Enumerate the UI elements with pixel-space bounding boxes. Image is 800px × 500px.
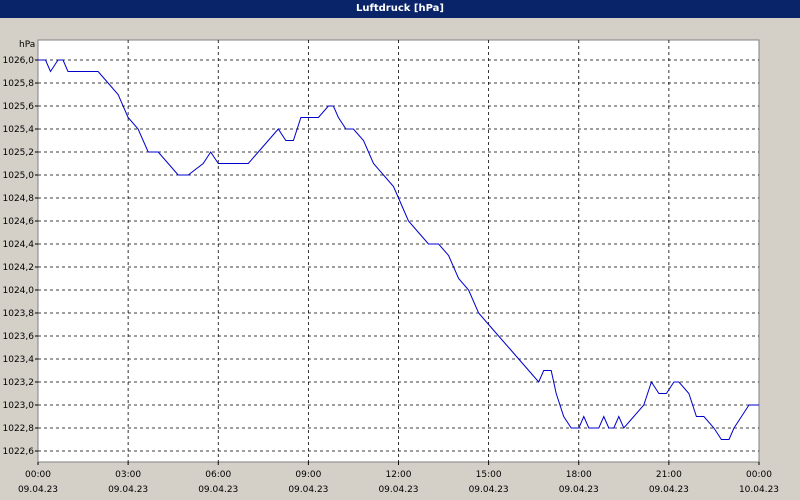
y-tick-label: 1025,2 xyxy=(3,148,35,158)
y-tick-label: 1023,4 xyxy=(3,355,35,365)
x-tick-date-label: 10.04.23 xyxy=(739,485,779,495)
x-tick-time-label: 00:00 xyxy=(25,470,51,480)
y-tick-label: 1026,0 xyxy=(3,56,35,66)
y-axis: 1026,0 1025,8 1025,6 1025,4 1025,2 1025,0 1024… xyxy=(3,56,38,457)
window-title: Luftdruck [hPa] xyxy=(0,0,800,18)
y-tick-label: 1024,2 xyxy=(3,263,35,273)
x-tick-time-label: 09:00 xyxy=(295,470,321,480)
x-tick-time-label: 00:00 xyxy=(746,470,772,480)
x-tick-date-label: 09.04.23 xyxy=(108,485,148,495)
grid xyxy=(38,40,759,462)
y-tick-label: 1024,4 xyxy=(3,240,35,250)
x-tick-date-label: 09.04.23 xyxy=(198,485,238,495)
x-tick-date-label: 09.04.23 xyxy=(559,485,599,495)
y-tick-label: 1024,8 xyxy=(3,194,35,204)
y-tick-label: 1024,6 xyxy=(3,217,35,227)
x-tick-date-label: 09.04.23 xyxy=(649,485,689,495)
x-tick-time-label: 21:00 xyxy=(656,470,682,480)
y-tick-label: 1023,0 xyxy=(3,401,35,411)
x-tick-time-label: 12:00 xyxy=(386,470,412,480)
y-tick-label: 1023,2 xyxy=(3,378,35,388)
y-tick-label: 1025,0 xyxy=(3,171,35,181)
x-tick-time-label: 15:00 xyxy=(476,470,502,480)
y-tick-label: 1023,6 xyxy=(3,332,35,342)
y-axis-unit: hPa xyxy=(19,40,35,50)
x-tick-date-label: 09.04.23 xyxy=(469,485,509,495)
x-tick-date-label: 09.04.23 xyxy=(378,485,418,495)
y-tick-label: 1023,8 xyxy=(3,309,35,319)
y-tick-label: 1024,0 xyxy=(3,286,35,296)
x-tick-time-label: 03:00 xyxy=(115,470,141,480)
x-axis: 00:00 09.04.23 03:00 09.04.23 06:00 09.04.23 0… xyxy=(18,462,779,495)
y-tick-label: 1022,6 xyxy=(3,447,35,457)
y-tick-label: 1025,8 xyxy=(3,79,35,89)
pressure-series-line xyxy=(38,59,759,440)
x-tick-time-label: 18:00 xyxy=(566,470,592,480)
x-tick-date-label: 09.04.23 xyxy=(18,485,58,495)
y-tick-label: 1022,8 xyxy=(3,424,35,434)
y-tick-label: 1025,4 xyxy=(3,125,35,135)
x-tick-time-label: 06:00 xyxy=(205,470,231,480)
x-tick-date-label: 09.04.23 xyxy=(288,485,328,495)
y-tick-label: 1025,6 xyxy=(3,102,35,112)
